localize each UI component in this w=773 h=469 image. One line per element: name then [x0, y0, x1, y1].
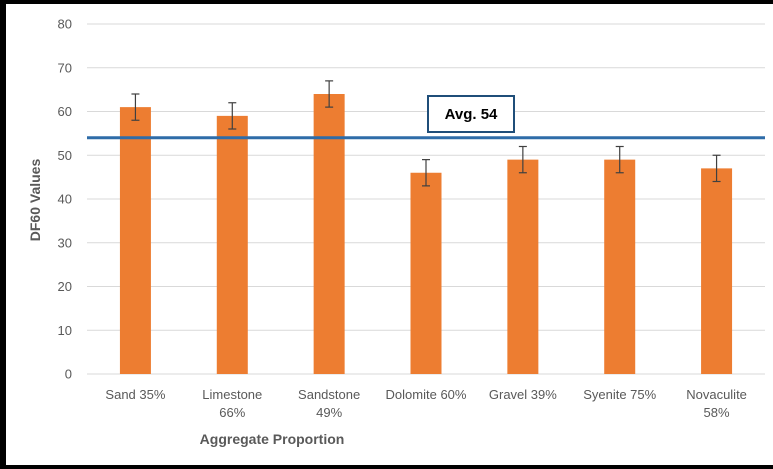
bar: [216, 115, 248, 374]
bars: [119, 94, 733, 374]
y-tick-label: 30: [58, 235, 72, 250]
error-bars: [131, 80, 721, 187]
x-tick-label: Limestone 66%: [202, 387, 262, 420]
y-tick-label: 10: [58, 323, 72, 338]
x-axis-title: Aggregate Proportion: [200, 431, 345, 447]
x-tick-label: Sand 35%: [105, 387, 165, 402]
x-tick-label: Novaculite 58%: [686, 387, 747, 420]
average-annotation-box: [427, 95, 515, 133]
error-bar: [131, 93, 140, 121]
x-tick-label: Syenite 75%: [583, 387, 656, 402]
x-tick-label: Gravel 39%: [489, 387, 557, 402]
error-bar: [615, 145, 624, 174]
y-tick-label: 50: [58, 148, 72, 163]
average-reference: Avg. 54: [87, 95, 765, 140]
y-tick-label: 60: [58, 104, 72, 119]
y-tick-label: 70: [58, 60, 72, 75]
y-tick-label: 40: [58, 192, 72, 207]
x-tick-label: Sandstone 49%: [298, 387, 360, 420]
error-bar: [325, 80, 334, 108]
error-bar: [422, 159, 430, 187]
x-axis-tick-labels: Sand 35% Limestone 66% Sandstone 49% Dolomite…: [105, 387, 746, 420]
error-bar: [228, 102, 237, 130]
bar: [313, 94, 345, 374]
bar: [410, 172, 442, 374]
error-bar: [712, 154, 721, 183]
x-tick-label: Dolomite 60%: [386, 387, 467, 402]
bar: [701, 168, 733, 374]
average-annotation-label: Avg. 54: [445, 106, 498, 123]
y-tick-label: 0: [65, 367, 72, 382]
bar: [604, 159, 636, 374]
bar: [507, 159, 539, 374]
y-tick-label: 80: [58, 17, 72, 32]
y-tick-label: 20: [58, 279, 72, 294]
error-bar: [518, 145, 527, 174]
bar: [119, 107, 151, 374]
y-axis-tick-labels: 0 10 20 30 40 50 60 70 80: [58, 17, 72, 382]
y-axis-title: DF60 Values: [27, 159, 43, 242]
